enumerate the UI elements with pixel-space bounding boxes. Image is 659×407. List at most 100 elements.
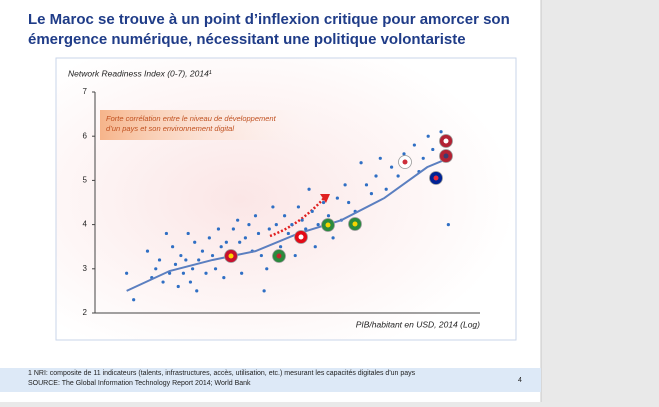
point — [154, 267, 158, 271]
point — [369, 192, 374, 196]
point — [161, 280, 165, 284]
flag-emblem — [352, 221, 358, 227]
point — [364, 183, 369, 187]
point — [164, 231, 169, 236]
point — [195, 289, 199, 293]
point — [216, 227, 221, 231]
point — [243, 236, 248, 240]
point — [304, 227, 308, 231]
annotation: d’un pays et son environnement digital — [106, 124, 234, 133]
point — [191, 267, 195, 271]
point — [267, 227, 271, 231]
title-line: émergence numérique, nécessitant une pol… — [28, 31, 466, 48]
point — [313, 245, 317, 249]
point — [256, 231, 261, 236]
point — [157, 258, 162, 262]
point — [132, 298, 136, 302]
point — [204, 271, 208, 275]
point — [181, 271, 186, 275]
point — [335, 196, 339, 200]
point — [262, 289, 266, 293]
y-tick-label: 4 — [83, 220, 88, 229]
point — [125, 271, 129, 275]
point — [439, 130, 443, 134]
y-tick-label: 2 — [83, 308, 88, 317]
point — [347, 200, 351, 205]
annotation-box — [100, 110, 330, 140]
point — [210, 253, 215, 258]
point — [231, 227, 235, 231]
point — [384, 187, 388, 191]
point — [222, 276, 226, 280]
point — [240, 271, 244, 275]
flag-emblem — [276, 253, 282, 259]
annotation: Forte corrélation entre le niveau de dév… — [106, 114, 277, 123]
point — [307, 187, 311, 191]
point — [193, 240, 197, 244]
point — [236, 218, 240, 222]
point — [200, 249, 205, 253]
point — [176, 284, 180, 289]
point — [238, 240, 242, 244]
point — [213, 267, 218, 271]
point — [179, 253, 183, 258]
point — [300, 218, 304, 222]
point — [374, 174, 378, 178]
point — [274, 223, 278, 227]
point — [446, 223, 450, 227]
footer-band — [0, 368, 541, 392]
point — [343, 183, 347, 187]
point — [378, 156, 382, 160]
point — [359, 161, 363, 165]
point — [253, 214, 258, 218]
point — [426, 134, 430, 138]
point — [173, 262, 178, 266]
flag-emblem — [443, 138, 449, 144]
point — [402, 152, 406, 156]
point — [186, 231, 190, 236]
y-tick-label: 3 — [83, 264, 88, 273]
point — [326, 214, 331, 218]
point — [188, 280, 193, 284]
point — [296, 205, 301, 209]
point — [247, 223, 251, 227]
point — [145, 249, 150, 253]
flag-emblem — [433, 175, 439, 181]
point — [396, 174, 400, 178]
point — [316, 223, 320, 227]
arrow — [269, 196, 326, 238]
flag-emblem — [402, 159, 408, 165]
point — [224, 240, 228, 244]
flag-emblem — [298, 234, 304, 240]
footnote: 1 NRI: composite de 11 indicateurs (tale… — [28, 370, 416, 377]
point — [431, 147, 435, 152]
point — [271, 205, 275, 209]
x-axis-title: PIB/habitant en USD, 2014 (Log) — [356, 319, 480, 329]
point — [293, 253, 297, 258]
point — [184, 258, 188, 262]
chart-frame — [55, 57, 517, 341]
point — [171, 245, 175, 249]
point — [412, 143, 416, 147]
flag-emblem — [228, 253, 234, 259]
point — [197, 258, 201, 262]
point — [207, 236, 211, 240]
page-number: 4 — [518, 377, 522, 384]
point — [389, 165, 394, 169]
y-tick-label: 6 — [83, 131, 88, 140]
point — [331, 236, 335, 240]
point — [278, 245, 283, 249]
y-axis-title: Network Readiness Index (0-7), 2014¹ — [68, 68, 212, 78]
point — [219, 245, 223, 249]
title-line: Le Maroc se trouve à un point d’inflexio… — [28, 11, 510, 28]
flag-emblem — [443, 153, 449, 159]
point — [282, 214, 287, 218]
point — [259, 253, 263, 258]
source: SOURCE: The Global Information Technolog… — [28, 380, 251, 387]
point — [265, 267, 269, 271]
point — [290, 223, 294, 227]
y-tick-label: 7 — [83, 87, 88, 96]
point — [286, 231, 290, 236]
arrow-head — [320, 194, 330, 203]
